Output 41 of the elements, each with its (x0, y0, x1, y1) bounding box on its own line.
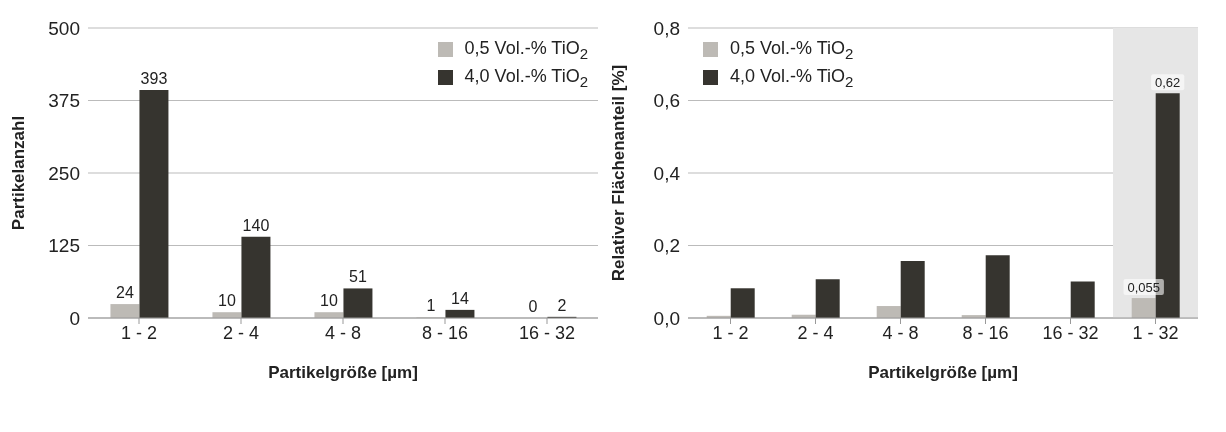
x-tick-label: 8 - 16 (421, 322, 469, 343)
y-tick-label: 375 (48, 90, 80, 112)
data-label: 10 (218, 292, 236, 310)
y-tick-label: 0,2 (653, 235, 680, 257)
data-label: 24 (116, 284, 134, 302)
x-tick-label: 16 - 32 (518, 322, 576, 343)
data-label: 0 (528, 298, 538, 315)
legend-label: 4,0 Vol.-% TiO$_{2}$ (464, 65, 588, 90)
data-label: 1 (426, 297, 436, 315)
data-label: 393 (140, 70, 168, 88)
data-label: 140 (242, 216, 270, 234)
y-tick-label: 0,8 (653, 17, 680, 39)
y-tick-label: 0,6 (653, 90, 680, 112)
data-label: 0,055 (1127, 280, 1160, 296)
y-tick-label: 0 (69, 307, 80, 329)
x-tick-label: 1 - 2 (120, 322, 158, 343)
data-label: 2 (557, 296, 567, 314)
legend-label: 0,5 Vol.-% TiO$_{2}$ (464, 38, 588, 62)
y-tick-label: 125 (48, 235, 80, 257)
x-tick-label: 4 - 8 (324, 322, 362, 343)
x-tick-label: 2 - 4 (797, 322, 834, 343)
y-tick-label: 0,0 (653, 307, 680, 329)
data-label: 0,62 (1155, 75, 1181, 91)
y-tick-label: 250 (48, 162, 80, 184)
y-axis-title: Relativer Flächenanteil [%] (609, 64, 629, 282)
x-tick-label: 1 - 32 (1132, 322, 1179, 343)
x-axis-title: Partikelgröße [µm] (868, 363, 1018, 382)
x-axis-title: Partikelgröße [µm] (268, 363, 418, 382)
x-tick-label: 4 - 8 (882, 322, 919, 343)
x-tick-label: 1 - 2 (712, 322, 749, 343)
y-tick-label: 0,4 (653, 162, 681, 184)
data-label: 14 (451, 289, 469, 307)
data-label: 51 (349, 268, 367, 286)
legend-label: 4,0 Vol.-% TiO$_{2}$ (730, 65, 854, 90)
data-label: 10 (320, 292, 338, 310)
x-tick-label: 8 - 16 (962, 322, 1009, 343)
legend-label: 0,5 Vol.-% TiO$_{2}$ (730, 38, 854, 62)
x-tick-label: 16 - 32 (1042, 322, 1099, 343)
y-axis-title: Partikelanzahl (9, 115, 29, 231)
y-tick-label: 500 (48, 17, 80, 39)
x-tick-label: 2 - 4 (222, 322, 260, 343)
